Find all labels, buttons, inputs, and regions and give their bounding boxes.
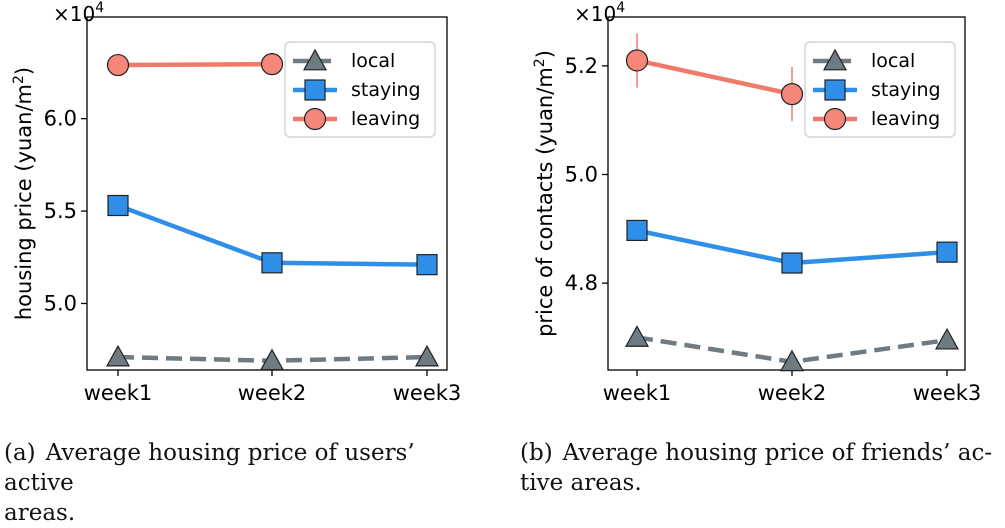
data-point-leaving-a: [106, 53, 130, 77]
legend-label-leaving-a: leaving: [351, 108, 420, 130]
x-tick-label-b: week3: [913, 381, 982, 405]
legend-marker-leaving-b: [823, 107, 847, 131]
data-point-staying-a: [107, 194, 129, 217]
caption-b: (b) Average housing price of friends’ ac-…: [520, 438, 1000, 498]
x-tick-label-a: week2: [238, 381, 307, 405]
caption-b-line2: tive areas.: [520, 470, 642, 496]
caption-a: (a) Average housing price of users’ activ…: [4, 438, 484, 528]
legend-marker-staying-b: [824, 79, 846, 101]
legend-label-local-b: local: [871, 50, 915, 72]
data-point-local-b: [934, 327, 960, 350]
y-tick-label-b: 5.0: [565, 162, 598, 186]
caption-a-line2: areas.: [4, 500, 76, 526]
caption-a-text1: Average housing price of users’ active: [4, 440, 415, 496]
x-tick-label-b: week1: [603, 381, 672, 405]
y-tick-label-a: 5.5: [44, 199, 77, 223]
data-point-staying-a: [261, 252, 283, 274]
x-tick-label-a: week3: [393, 381, 462, 405]
x-tick-label-a: week1: [84, 381, 153, 405]
data-point-local-a: [259, 348, 285, 371]
legend-marker-staying-a: [304, 79, 326, 101]
legend-marker-local-b: [822, 48, 848, 71]
y-tick-label-a: 5.0: [44, 291, 77, 315]
legend-label-leaving-b: leaving: [871, 108, 940, 130]
y-axis-label-b: price of contacts (yuan/m2): [532, 50, 557, 337]
legend-marker-leaving-a: [303, 107, 327, 131]
series-line-leaving-a: [117, 61, 273, 68]
series-line-leaving-b: [636, 58, 793, 97]
legend-b: local staying leaving: [804, 41, 956, 138]
data-point-leaving-a: [260, 53, 284, 76]
data-point-local-b: [624, 325, 650, 347]
legend-label-staying-a: staying: [351, 79, 421, 101]
y-tick-label-b: 5.2: [565, 54, 598, 78]
y-tick-label-b: 4.8: [565, 271, 598, 295]
y-axis-label-a: housing price (yuan/m2): [11, 67, 36, 320]
data-point-staying-a: [416, 254, 438, 276]
legend-a: local staying leaving: [284, 41, 436, 138]
y-multiplier-a: ×104: [53, 0, 104, 26]
legend-marker-local-a: [302, 48, 328, 71]
caption-b-text1: Average housing price of friends’ ac-: [562, 440, 993, 466]
data-point-local-a: [414, 344, 440, 367]
data-point-staying-b: [936, 241, 958, 263]
data-point-local-a: [105, 344, 131, 367]
legend-label-local-a: local: [351, 50, 395, 72]
chart-a: 5.0 5.5 6.0 week1 week2 week3 ×104 housing pric…: [11, 0, 461, 405]
data-point-staying-b: [626, 219, 648, 242]
legend-label-staying-b: staying: [871, 79, 941, 101]
data-point-staying-b: [781, 252, 803, 274]
y-tick-label-a: 6.0: [44, 107, 77, 131]
caption-a-line1: (a) Average housing price of users’ activ…: [4, 438, 484, 498]
caption-b-line1: (b) Average housing price of friends’ ac-: [520, 438, 1000, 468]
data-point-leaving-b: [625, 49, 649, 72]
data-point-leaving-b: [780, 83, 804, 106]
y-multiplier-b: ×104: [574, 0, 625, 26]
chart-b: 4.8 5.0 5.2 week1 week2 week3 ×104 price of con…: [532, 0, 981, 405]
data-point-local-b: [779, 349, 805, 372]
caption-b-tag: (b): [520, 440, 553, 466]
x-tick-label-b: week2: [758, 381, 827, 405]
caption-a-tag: (a): [4, 440, 36, 466]
figure: 5.0 5.5 6.0 week1 week2 week3 ×104 housing pric…: [11, 0, 981, 405]
